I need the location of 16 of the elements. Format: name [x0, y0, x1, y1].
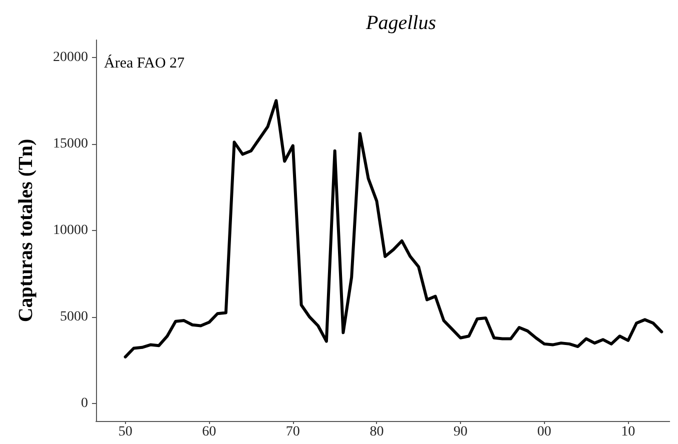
chart-title: Pagellus [365, 12, 436, 34]
y-axis-title: Capturas totales (Tn) [15, 138, 37, 322]
x-tick-label: 60 [202, 424, 216, 440]
x-tick-label: 50 [118, 424, 132, 440]
x-tick-label: 80 [370, 424, 384, 440]
x-tick-label: 00 [537, 424, 552, 440]
x-tick-label: 90 [454, 424, 468, 440]
annotation: Área FAO 27 [104, 54, 186, 72]
line-series [124, 99, 664, 358]
x-tick-label: 10 [621, 424, 636, 440]
y-tick-label: 10000 [53, 223, 88, 238]
y-tick-label: 20000 [53, 50, 88, 65]
x-tick-label: 70 [286, 424, 300, 440]
y-tick-label: 0 [81, 396, 88, 412]
y-tick-label: 15000 [53, 136, 88, 152]
y-tick-label: 5000 [60, 310, 88, 325]
